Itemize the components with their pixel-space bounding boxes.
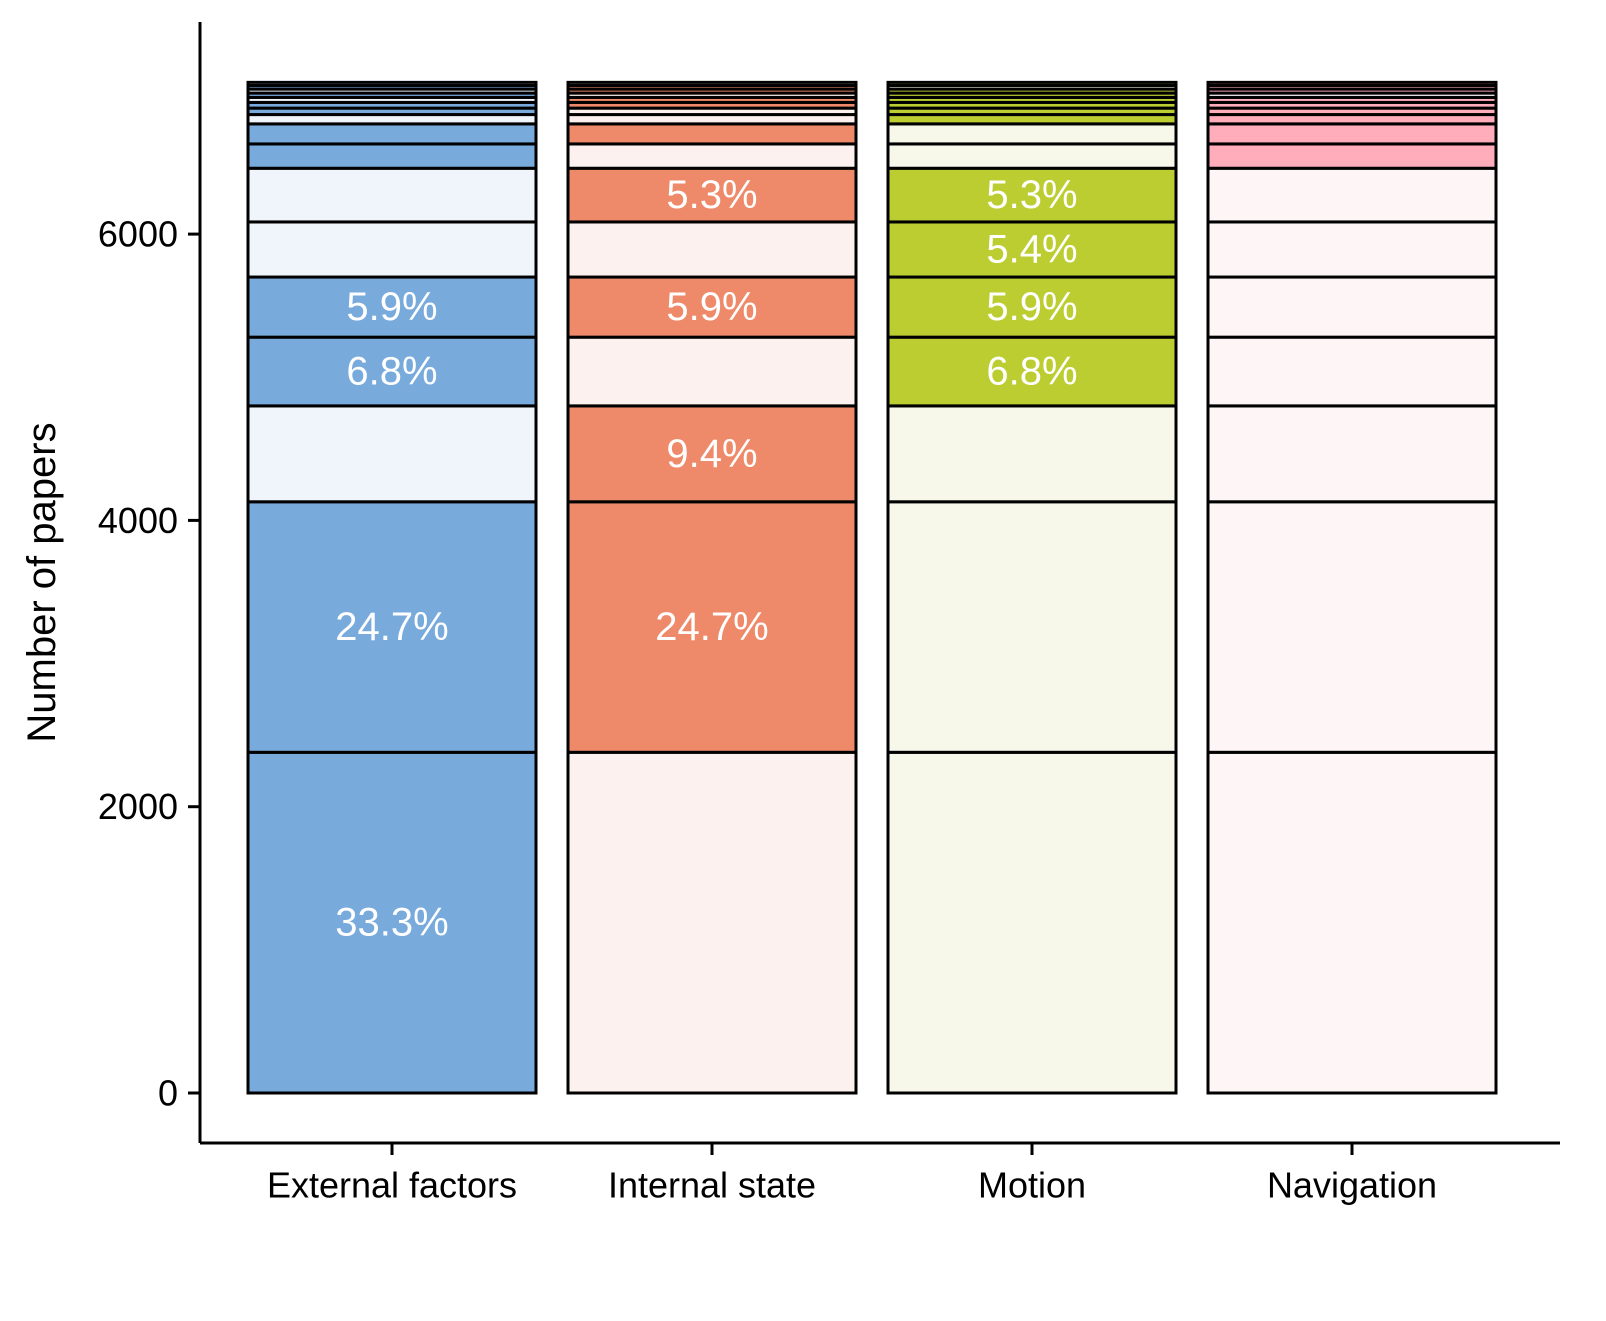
segment-label-external-factors-0: 33.3% [335, 901, 448, 945]
bar-segment-motion-2 [886, 404, 1178, 504]
bar-segment-motion-0 [886, 750, 1178, 1095]
bar-segment-motion-16 [886, 80, 1178, 88]
bar-segment-navigation-8 [1206, 122, 1498, 146]
bar-segment-external-factors-0 [246, 750, 538, 1095]
segment-label-internal-state-2: 9.4% [666, 432, 757, 476]
segment-label-motion-3: 6.8% [986, 350, 1077, 394]
segment-labels-layer: 33.3% 24.7% 6.8% 5.9% 24.7% 9.4% 5.9% 5.3% 6.8% 5… [335, 173, 1077, 945]
bar-segment-external-factors-1 [246, 500, 538, 754]
bar-segment-navigation-16 [1206, 80, 1498, 88]
bar-segment-navigation-3 [1206, 335, 1498, 408]
y-tick-label-6000: 6000 [98, 214, 178, 255]
x-tick-label-motion: Motion [978, 1165, 1086, 1206]
segment-label-external-factors-4: 5.9% [346, 285, 437, 329]
bar-segment-external-factors-4 [246, 275, 538, 339]
segment-label-motion-5: 5.4% [986, 227, 1077, 271]
bar-segment-motion-5 [886, 220, 1178, 279]
bar-segment-internal-state-0 [566, 750, 858, 1095]
bar-segment-external-factors-16 [246, 80, 538, 88]
bar-segment-navigation-4 [1206, 275, 1498, 339]
bar-segment-navigation-7 [1206, 142, 1498, 170]
bar-segment-internal-state-1 [566, 500, 858, 754]
bars-layer [246, 80, 1498, 1095]
bar-segment-internal-state-5 [566, 220, 858, 279]
segment-label-external-factors-3: 6.8% [346, 350, 437, 394]
segment-label-internal-state-4: 5.9% [666, 285, 757, 329]
segment-label-internal-state-1: 24.7% [655, 605, 768, 649]
bar-segment-internal-state-3 [566, 335, 858, 408]
bar-segment-internal-state-16 [566, 80, 858, 88]
y-axis-title: Number of papers [20, 422, 64, 742]
y-tick-label-2000: 2000 [98, 786, 178, 827]
axes-layer: 0 2000 4000 6000 External factors Internal s… [98, 22, 1560, 1206]
segment-label-motion-4: 5.9% [986, 285, 1077, 329]
bar-segment-navigation-2 [1206, 404, 1498, 504]
bar-segment-motion-7 [886, 142, 1178, 170]
bar-segment-internal-state-6 [566, 166, 858, 224]
segment-label-motion-6: 5.3% [986, 173, 1077, 217]
bar-segment-internal-state-2 [566, 404, 858, 504]
x-axis-ticks: External factors Internal state Motion Navi… [267, 1143, 1437, 1206]
segment-label-external-factors-1: 24.7% [335, 605, 448, 649]
bar-segment-motion-3 [886, 335, 1178, 408]
y-tick-label-0: 0 [158, 1073, 178, 1114]
bar-segment-navigation-1 [1206, 500, 1498, 754]
bar-segment-external-factors-6 [246, 166, 538, 224]
bar-segment-navigation-5 [1206, 220, 1498, 279]
bar-segment-motion-8 [886, 122, 1178, 146]
bar-segment-external-factors-5 [246, 220, 538, 279]
x-tick-label-navigation: Navigation [1267, 1165, 1437, 1206]
bar-segment-internal-state-4 [566, 275, 858, 339]
x-tick-label-external-factors: External factors [267, 1165, 517, 1206]
bar-segment-navigation-0 [1206, 750, 1498, 1095]
bar-segment-external-factors-3 [246, 335, 538, 408]
bar-segment-external-factors-7 [246, 142, 538, 170]
bar-segment-motion-1 [886, 500, 1178, 754]
bar-segment-external-factors-2 [246, 404, 538, 504]
x-tick-label-internal-state: Internal state [608, 1165, 816, 1206]
bar-segment-motion-6 [886, 166, 1178, 224]
y-axis-ticks: 0 2000 4000 6000 [98, 214, 200, 1114]
segment-label-internal-state-6: 5.3% [666, 173, 757, 217]
bar-segment-external-factors-8 [246, 122, 538, 146]
bar-segment-internal-state-8 [566, 122, 858, 146]
bar-segment-internal-state-7 [566, 142, 858, 170]
bar-segment-navigation-6 [1206, 166, 1498, 224]
y-tick-label-4000: 4000 [98, 500, 178, 541]
